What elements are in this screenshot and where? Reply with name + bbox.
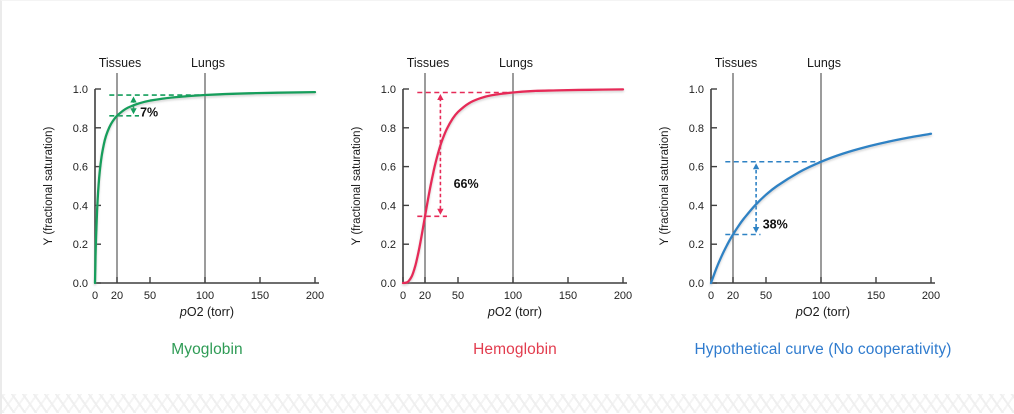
svg-text:Y (fractional saturation): Y (fractional saturation) <box>43 126 55 245</box>
svg-text:Tissues: Tissues <box>99 56 142 70</box>
svg-text:0.4: 0.4 <box>381 200 396 212</box>
svg-text:0.4: 0.4 <box>73 200 88 212</box>
svg-text:0.6: 0.6 <box>689 162 704 174</box>
svg-text:0.4: 0.4 <box>689 200 704 212</box>
svg-text:200: 200 <box>306 290 324 302</box>
caption-hemoglobin: Hemoglobin <box>473 341 557 358</box>
svg-text:50: 50 <box>760 290 772 302</box>
binding-curve <box>93 90 317 285</box>
caption-myoglobin: Myoglobin <box>171 341 243 358</box>
delta-label: 7% <box>140 106 158 120</box>
svg-text:Lungs: Lungs <box>807 56 841 70</box>
svg-text:0.2: 0.2 <box>689 239 704 251</box>
delta-label: 66% <box>454 177 479 191</box>
svg-text:200: 200 <box>922 290 940 302</box>
svg-text:0.2: 0.2 <box>73 239 88 251</box>
svg-text:20: 20 <box>111 290 123 302</box>
bottom-hatch-strip <box>2 394 1014 413</box>
saturation-annotation <box>417 91 513 218</box>
svg-text:150: 150 <box>867 290 885 302</box>
axes: 0 20 50 100 150 200 0.0 0.2 0.4 0.6 0.8 1.0 pO2 (tor… <box>351 84 632 319</box>
svg-text:0.0: 0.0 <box>689 278 704 290</box>
svg-text:20: 20 <box>419 290 431 302</box>
myoglobin-svg: Tissues Lungs 0 20 50 100 150 200 0.0 0.2 0.4 0.6 0.… <box>43 56 324 319</box>
svg-text:Y (fractional saturation): Y (fractional saturation) <box>659 126 671 245</box>
hypothetical-plot: Tissues Lungs 0 20 50 100 150 200 0.0 0.2 0.4 0.6 0.… <box>656 27 956 319</box>
tissues-line: Tissues <box>715 56 758 283</box>
saturation-annotation <box>725 160 821 236</box>
svg-text:200: 200 <box>614 290 632 302</box>
chart-hypothetical: Tissues Lungs 0 20 50 100 150 200 0.0 0.2 0.4 0.6 0.… <box>656 27 956 359</box>
svg-text:0: 0 <box>92 290 98 302</box>
tissues-line: Tissues <box>407 56 450 283</box>
svg-text:100: 100 <box>196 290 214 302</box>
svg-text:Lungs: Lungs <box>499 56 533 70</box>
svg-text:Lungs: Lungs <box>191 56 225 70</box>
svg-text:50: 50 <box>144 290 156 302</box>
delta-label: 38% <box>763 218 788 232</box>
lungs-line: Lungs <box>191 56 225 283</box>
svg-text:0.6: 0.6 <box>381 162 396 174</box>
svg-text:pO2 (torr): pO2 (torr) <box>179 305 234 319</box>
svg-text:Tissues: Tissues <box>407 56 450 70</box>
chart-hemoglobin: Tissues Lungs 0 20 50 100 150 200 0.0 0.2 0.4 0.6 0.… <box>348 27 648 359</box>
lungs-line: Lungs <box>807 56 841 283</box>
axes: 0 20 50 100 150 200 0.0 0.2 0.4 0.6 0.8 1.0 pO2 (tor… <box>659 84 940 319</box>
hemoglobin-svg: Tissues Lungs 0 20 50 100 150 200 0.0 0.2 0.4 0.6 0.… <box>351 56 632 319</box>
svg-text:1.0: 1.0 <box>73 84 88 96</box>
chart-myoglobin: Tissues Lungs 0 20 50 100 150 200 0.0 0.2 0.4 0.6 0.… <box>40 27 340 359</box>
svg-text:0.6: 0.6 <box>73 162 88 174</box>
svg-text:100: 100 <box>504 290 522 302</box>
svg-text:pO2 (torr): pO2 (torr) <box>795 305 850 319</box>
svg-text:0: 0 <box>708 290 714 302</box>
charts-row: Tissues Lungs 0 20 50 100 150 200 0.0 0.2 0.4 0.6 0.… <box>2 1 1014 359</box>
svg-text:0.2: 0.2 <box>381 239 396 251</box>
svg-text:0.0: 0.0 <box>73 278 88 290</box>
svg-text:pO2 (torr): pO2 (torr) <box>487 305 542 319</box>
svg-text:150: 150 <box>559 290 577 302</box>
svg-text:0.8: 0.8 <box>689 123 704 135</box>
svg-text:0: 0 <box>400 290 406 302</box>
svg-text:0.8: 0.8 <box>73 123 88 135</box>
svg-text:150: 150 <box>251 290 269 302</box>
svg-text:1.0: 1.0 <box>689 84 704 96</box>
axes: 0 20 50 100 150 200 0.0 0.2 0.4 0.6 0.8 1.0 pO2 (tor… <box>43 84 324 319</box>
lungs-line: Lungs <box>499 56 533 283</box>
svg-text:Tissues: Tissues <box>715 56 758 70</box>
myoglobin-plot: Tissues Lungs 0 20 50 100 150 200 0.0 0.2 0.4 0.6 0.… <box>40 27 340 319</box>
svg-text:0.8: 0.8 <box>381 123 396 135</box>
svg-text:20: 20 <box>727 290 739 302</box>
svg-text:Y (fractional saturation): Y (fractional saturation) <box>351 126 363 245</box>
caption-hypothetical: Hypothetical curve (No cooperativity) <box>694 341 952 358</box>
svg-text:1.0: 1.0 <box>381 84 396 96</box>
svg-text:0.0: 0.0 <box>381 278 396 290</box>
binding-curve <box>401 88 625 285</box>
svg-text:50: 50 <box>452 290 464 302</box>
tissues-line: Tissues <box>99 56 142 283</box>
hypothetical-svg: Tissues Lungs 0 20 50 100 150 200 0.0 0.2 0.4 0.6 0.… <box>659 56 940 319</box>
hemoglobin-plot: Tissues Lungs 0 20 50 100 150 200 0.0 0.2 0.4 0.6 0.… <box>348 27 648 319</box>
svg-text:100: 100 <box>812 290 830 302</box>
binding-curve <box>709 132 933 285</box>
